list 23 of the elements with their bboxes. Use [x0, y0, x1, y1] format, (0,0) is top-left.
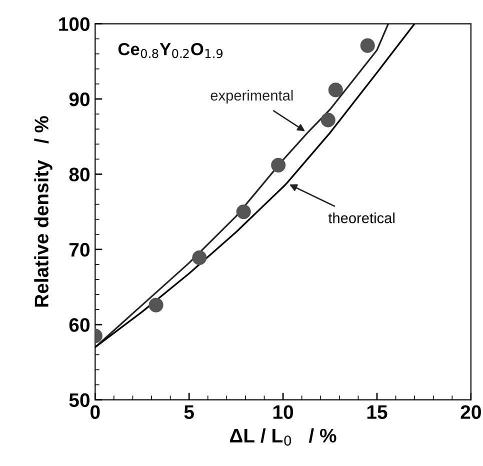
text: theoretical — [328, 212, 394, 224]
point — [192, 250, 207, 265]
text: ΔL / L$_{0}$ / % — [230, 428, 336, 446]
point — [360, 38, 375, 53]
point — [320, 112, 336, 128]
y-tick-label: 100 — [59, 17, 90, 32]
point — [271, 158, 286, 172]
y-tick-label: 50 — [69, 393, 90, 408]
y-axis-title: Relative density / % — [34, 116, 52, 307]
point — [148, 298, 164, 312]
x-tick-label: 10 — [273, 405, 294, 419]
x-tick-label: 20 — [460, 405, 481, 419]
y-tick-label: 60 — [69, 318, 90, 332]
text: experimental — [210, 90, 293, 104]
x-tick-label: 5 — [184, 405, 194, 419]
y-tick-label: 90 — [69, 92, 90, 106]
point — [236, 204, 251, 220]
y-tick-label: 70 — [70, 242, 90, 257]
x-tick-label: 0 — [90, 405, 100, 419]
point — [328, 82, 343, 98]
y-tick-label: 80 — [69, 168, 90, 182]
annotation: Ce$_{0.8}$Y$_{0.2}$O$_{1.9}$ — [118, 43, 223, 58]
x-tick-label: 15 — [367, 405, 388, 419]
